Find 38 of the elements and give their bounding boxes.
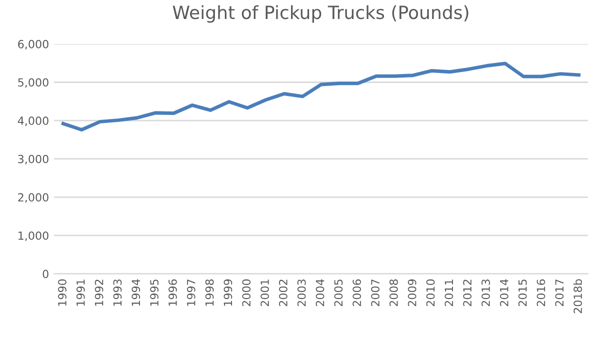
chart-title: Weight of Pickup Trucks (Pounds) — [172, 5, 468, 23]
x-tick-label: 2001 — [260, 280, 269, 306]
x-tick-label: 2008 — [389, 279, 398, 306]
x-tick-label: 2010 — [426, 279, 435, 306]
x-tick-label: 1993 — [113, 280, 122, 306]
x-tick-label: 1994 — [132, 279, 140, 306]
y-tick-label: 2,000 — [18, 193, 48, 203]
y-tick-label: 3,000 — [18, 154, 48, 164]
x-tick-label: 2009 — [408, 279, 416, 306]
x-tick-label: 2018b — [573, 279, 582, 314]
line-series — [61, 62, 581, 132]
x-tick-label: 1992 — [94, 280, 104, 306]
x-tick-label: 2003 — [297, 280, 306, 306]
x-tick-label: 2015 — [518, 280, 527, 306]
x-tick-label: 1998 — [205, 279, 214, 306]
x-tick-label: 1990 — [58, 279, 66, 306]
y-tick-label: 5,000 — [18, 78, 48, 88]
x-tick-label: 1999 — [224, 279, 232, 306]
x-tick-label: 2000 — [242, 279, 251, 306]
x-tick-label: 1996 — [168, 279, 177, 306]
x-tick-label: 2016 — [536, 279, 546, 306]
x-tick-label: 2017 — [555, 280, 564, 306]
x-tick-label: 2005 — [334, 280, 343, 306]
y-tick-label: 1,000 — [18, 231, 48, 241]
x-tick-label: 1995 — [150, 280, 158, 306]
y-tick-label: 0 — [42, 270, 48, 278]
x-tick-label: 2004 — [316, 279, 324, 306]
x-tick-label: 2011 — [444, 280, 454, 306]
x-tick-label: 2014 — [500, 279, 508, 306]
x-tick-label: 1997 — [186, 280, 196, 306]
y-tick-label: 6,000 — [18, 40, 48, 50]
x-tick-label: 2002 — [278, 280, 288, 306]
x-tick-label: 2013 — [482, 280, 490, 306]
x-tick-label: 2012 — [463, 280, 472, 306]
x-tick-label: 2006 — [352, 279, 362, 306]
y-tick-label: 4,000 — [18, 116, 48, 126]
x-tick-label: 1991 — [76, 280, 85, 306]
x-tick-label: 2007 — [371, 280, 380, 306]
